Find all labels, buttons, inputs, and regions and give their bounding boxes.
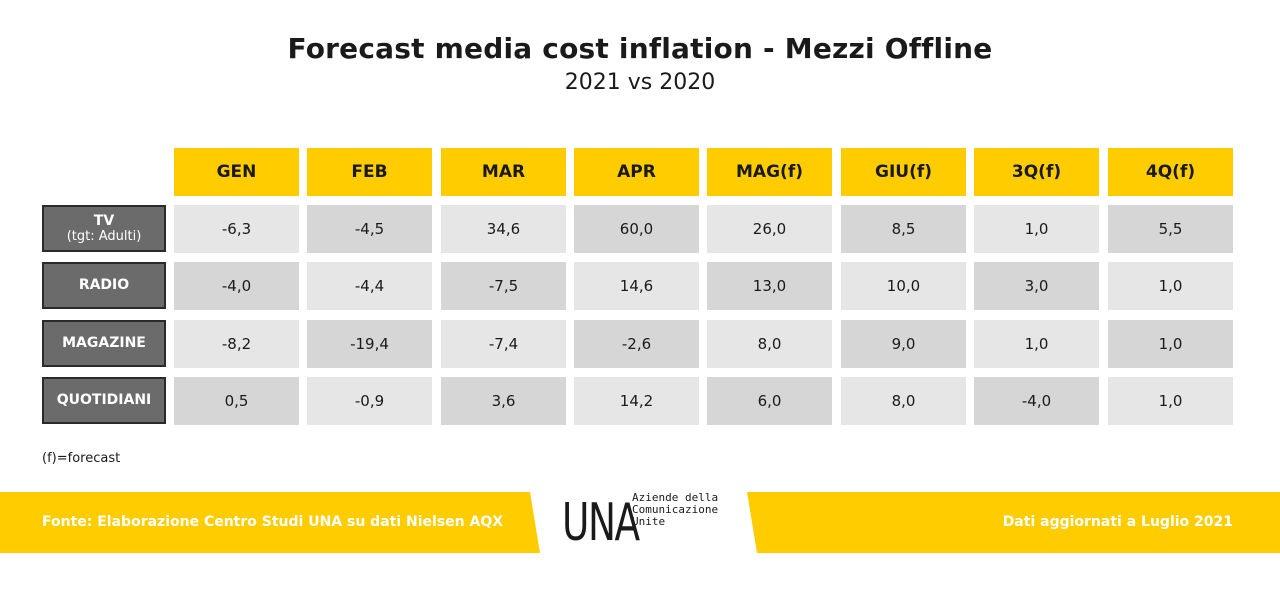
table-cell: -19,4 <box>307 320 432 368</box>
table-cell: 8,5 <box>841 205 966 253</box>
logo-caption-line: Comunicazione <box>632 503 719 516</box>
page-subtitle: 2021 vs 2020 <box>564 70 716 95</box>
table-cell: 8,0 <box>707 320 832 368</box>
table-cell: 60,0 <box>574 205 699 253</box>
logo-caption-line: Aziende della <box>632 491 719 504</box>
row-label-text: TV <box>93 212 115 229</box>
page-title: Forecast media cost inflation - Mezzi Of… <box>287 32 993 65</box>
column-header: APR <box>574 148 699 196</box>
table-cell: 13,0 <box>707 262 832 310</box>
table-cell: 0,5 <box>174 377 299 425</box>
table-cell: -6,3 <box>174 205 299 253</box>
column-header: 3Q(f) <box>974 148 1099 196</box>
table-cell: 34,6 <box>441 205 566 253</box>
row-label: TV (tgt: Adulti) <box>42 205 166 252</box>
table-cell: 10,0 <box>841 262 966 310</box>
table-cell: -4,4 <box>307 262 432 310</box>
table-cell: -8,2 <box>174 320 299 368</box>
una-logo: UNA <box>562 493 640 553</box>
table-cell: 1,0 <box>974 320 1099 368</box>
row-label: MAGAZINE <box>42 320 166 367</box>
column-header: 4Q(f) <box>1108 148 1233 196</box>
row-label: RADIO <box>42 262 166 309</box>
update-note: Dati aggiornati a Luglio 2021 <box>1002 514 1233 530</box>
row-label: QUOTIDIANI <box>42 377 166 424</box>
column-header: MAG(f) <box>707 148 832 196</box>
row-label-text: QUOTIDIANI <box>56 392 152 408</box>
table-cell: 1,0 <box>1108 320 1233 368</box>
table-cell: 1,0 <box>1108 262 1233 310</box>
table-cell: -0,9 <box>307 377 432 425</box>
column-header: GEN <box>174 148 299 196</box>
column-header: FEB <box>307 148 432 196</box>
table-cell: -4,0 <box>174 262 299 310</box>
logo-caption: Aziende della Comunicazione Unite <box>632 492 742 528</box>
table-cell: 5,5 <box>1108 205 1233 253</box>
column-header: MAR <box>441 148 566 196</box>
logo-caption-line: Unite <box>632 515 666 528</box>
table-cell: 9,0 <box>841 320 966 368</box>
table-cell: 14,2 <box>574 377 699 425</box>
table-cell: -7,4 <box>441 320 566 368</box>
table-cell: 3,0 <box>974 262 1099 310</box>
table-cell: 14,6 <box>574 262 699 310</box>
table-cell: 1,0 <box>974 205 1099 253</box>
table-cell: 1,0 <box>1108 377 1233 425</box>
source-note: Fonte: Elaborazione Centro Studi UNA su … <box>42 514 504 530</box>
row-sublabel-text: (tgt: Adulti) <box>66 228 142 244</box>
forecast-footnote: (f)=forecast <box>42 451 121 466</box>
column-header: GIU(f) <box>841 148 966 196</box>
table-cell: -7,5 <box>441 262 566 310</box>
row-label-text: RADIO <box>78 277 130 293</box>
table-cell: 26,0 <box>707 205 832 253</box>
footer-band-left <box>0 492 540 553</box>
row-label-text: MAGAZINE <box>62 335 146 351</box>
table-cell: -4,0 <box>974 377 1099 425</box>
table-cell: 6,0 <box>707 377 832 425</box>
table-cell: -4,5 <box>307 205 432 253</box>
table-cell: -2,6 <box>574 320 699 368</box>
table-cell: 3,6 <box>441 377 566 425</box>
footer-band-right <box>747 492 1280 553</box>
table-cell: 8,0 <box>841 377 966 425</box>
